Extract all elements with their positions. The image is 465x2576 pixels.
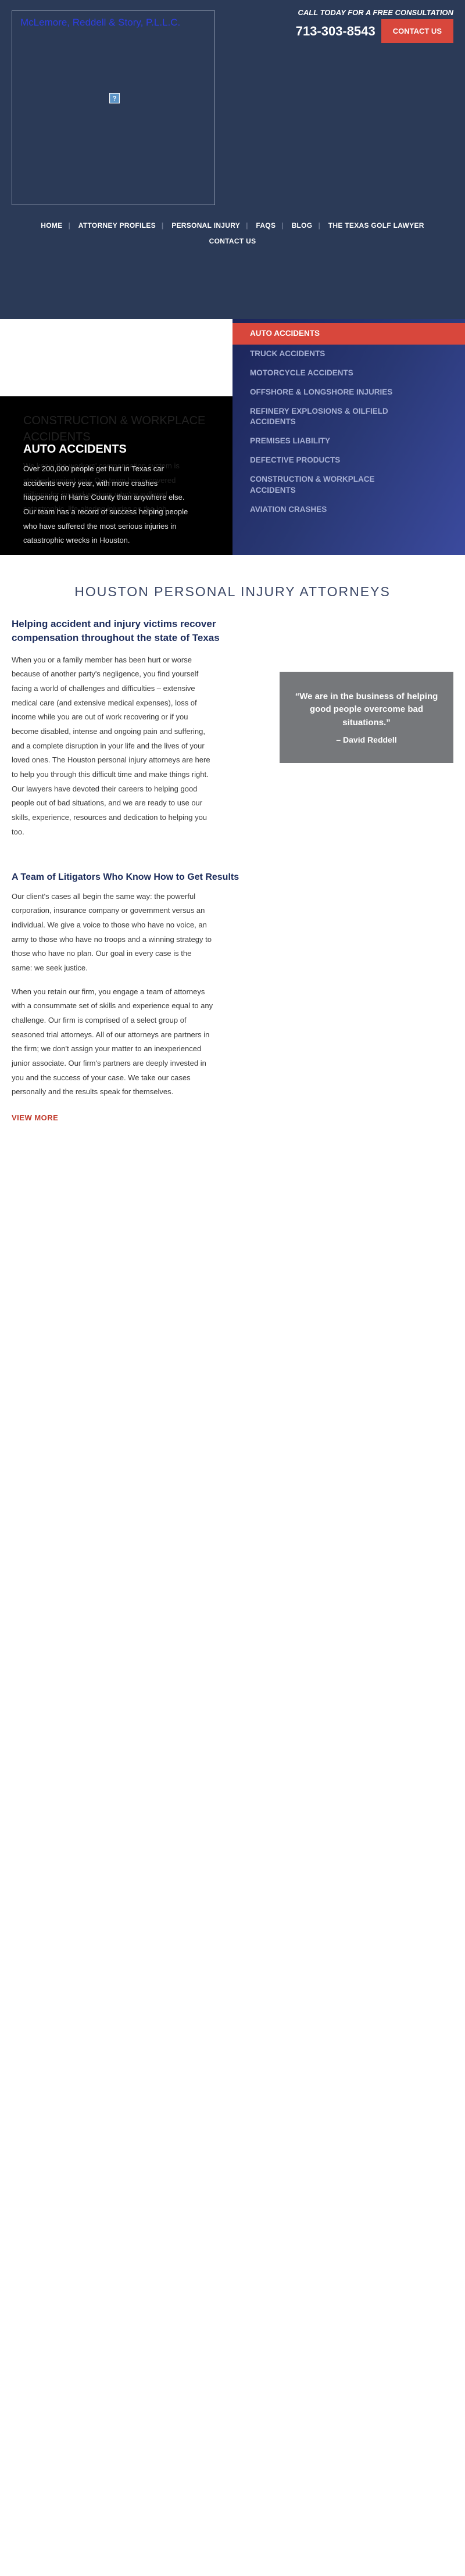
svg-text:?: ? xyxy=(112,96,116,103)
